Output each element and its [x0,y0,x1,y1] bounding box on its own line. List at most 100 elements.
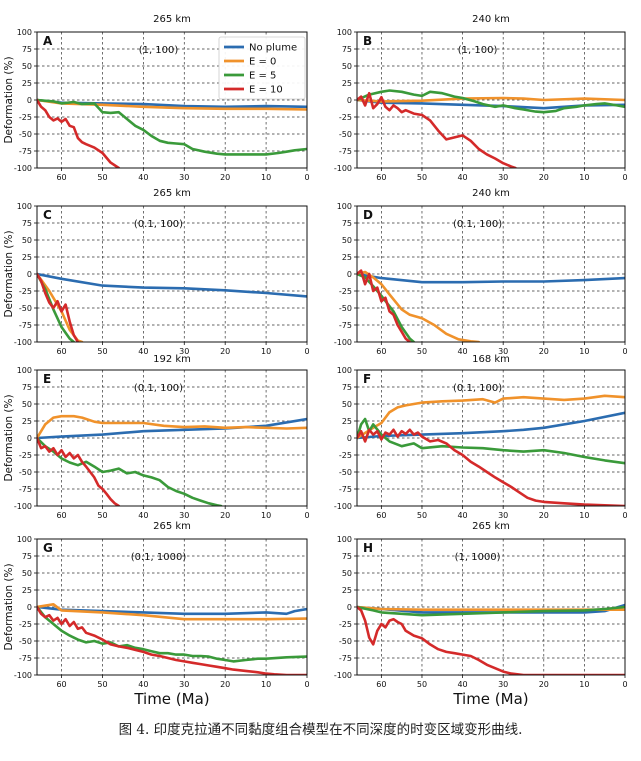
y-tick-label: 100 [337,202,352,211]
series-line-e-5 [357,89,625,114]
y-tick-label: -25 [19,620,32,629]
x-tick-label: 10 [579,173,589,182]
param-label: (1, 100) [458,45,498,56]
x-tick-label: 20 [539,347,549,356]
x-axis-label: Time (Ma) [452,690,528,708]
y-tick-label: 0 [27,270,32,279]
series-line-e-0 [357,270,481,342]
panel-letter: H [363,541,373,555]
x-tick-label: 40 [138,347,148,356]
x-tick-label: 20 [220,680,230,689]
y-tick-label: 75 [342,45,352,54]
series-line-e-10 [37,605,307,675]
x-tick-label: 20 [539,173,549,182]
x-tick-label: 40 [457,680,467,689]
y-tick-label: 75 [22,552,32,561]
y-tick-label: -75 [19,321,32,330]
x-tick-label: 50 [417,173,427,182]
y-tick-label: -50 [339,304,352,313]
y-tick-label: -50 [339,130,352,139]
x-tick-label: 0 [304,347,309,356]
y-tick-label: -75 [339,654,352,663]
y-tick-label: -50 [339,637,352,646]
x-tick-label: 0 [304,511,309,520]
panel-letter: E [43,372,51,386]
param-label: (1, 100) [139,45,179,56]
series-line-e-10 [37,98,121,168]
x-tick-label: 30 [498,173,508,182]
x-tick-label: 0 [304,173,309,182]
y-tick-label: -100 [334,338,352,347]
x-tick-label: 30 [179,680,189,689]
y-tick-label: 75 [22,383,32,392]
x-tick-label: 50 [97,347,107,356]
y-tick-label: 25 [22,79,32,88]
y-tick-label: 50 [342,400,352,409]
y-tick-label: -75 [339,321,352,330]
panel-title: 265 km [153,14,191,25]
panel-letter: B [363,34,372,48]
y-tick-label: 100 [17,366,32,375]
legend: No plume E = 0 E = 5 E = 10 [218,36,306,100]
y-tick-label: -50 [19,130,32,139]
y-tick-label: 0 [347,96,352,105]
y-tick-label: -75 [19,485,32,494]
y-tick-label: 100 [337,535,352,544]
y-tick-label: 25 [22,417,32,426]
y-tick-label: 75 [342,219,352,228]
y-tick-label: -50 [339,468,352,477]
y-tick-label: 25 [342,79,352,88]
y-tick-label: -100 [14,671,32,680]
x-tick-label: 60 [56,173,66,182]
y-tick-label: 50 [342,569,352,578]
x-tick-label: 0 [622,347,627,356]
y-tick-label: -100 [334,502,352,511]
param-label: (0.1, 100) [134,219,183,230]
x-tick-label: 50 [417,511,427,520]
y-tick-label: -25 [339,620,352,629]
x-tick-label: 60 [56,680,66,689]
panel-letter: C [43,208,52,222]
y-axis-label: Deformation (%) [3,563,15,650]
y-tick-label: -100 [334,671,352,680]
legend-label-e10: E = 10 [249,85,283,96]
panel-title: 192 km [153,354,191,365]
x-tick-label: 20 [539,511,549,520]
y-tick-label: 0 [27,603,32,612]
series-line-no-plume [37,272,307,298]
param-label: (1, 1000) [455,552,501,563]
x-tick-label: 10 [261,347,271,356]
legend-box [218,36,306,100]
series-line-e-0 [37,602,307,621]
x-tick-label: 0 [622,680,627,689]
y-tick-label: 100 [17,202,32,211]
y-tick-label: 75 [22,45,32,54]
series-line-e-0 [357,96,625,103]
y-tick-label: -100 [14,338,32,347]
y-axis-label: Deformation (%) [3,56,15,143]
series-line-e-5 [37,436,223,506]
y-tick-label: -100 [14,164,32,173]
y-tick-label: -50 [19,637,32,646]
param-label: (0.1, 100) [134,383,183,394]
y-tick-label: 0 [347,434,352,443]
param-label: (0.1, 1000) [131,552,187,563]
x-tick-label: 50 [417,347,427,356]
x-tick-label: 60 [376,347,386,356]
y-tick-label: -25 [339,113,352,122]
y-tick-label: 75 [342,552,352,561]
x-tick-label: 40 [138,511,148,520]
x-tick-label: 50 [417,680,427,689]
y-tick-label: 50 [342,62,352,71]
series-line-e-10 [357,91,517,168]
legend-label-e0: E = 0 [249,57,276,68]
x-tick-label: 40 [457,173,467,182]
y-tick-label: 50 [22,400,32,409]
x-tick-label: 10 [579,680,589,689]
panel-letter: G [43,541,53,555]
